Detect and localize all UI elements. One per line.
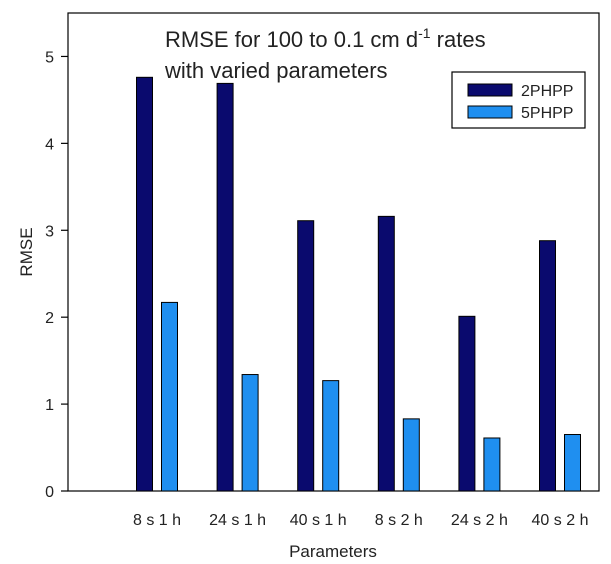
y-tick-label: 2 <box>45 310 54 327</box>
legend-swatch-2PHPP <box>467 83 513 97</box>
x-tick-label: 8 s 2 h <box>375 512 423 529</box>
y-tick-label: 4 <box>45 136 54 153</box>
bars <box>136 76 581 492</box>
x-tick-label: 24 s 2 h <box>451 512 508 529</box>
bar-2PHPP-0 <box>136 76 153 492</box>
bar-2PHPP-1 <box>216 82 234 492</box>
y-tick-label: 1 <box>45 397 54 414</box>
bar-5PHPP-4 <box>483 437 501 492</box>
bar-2PHPP-5 <box>539 240 556 492</box>
chart-title-line-1: RMSE for 100 to 0.1 cm d-1 rates <box>165 25 486 52</box>
y-axis: 0 1 2 3 4 5 <box>45 49 68 501</box>
bar-2PHPP-2 <box>297 220 315 492</box>
y-tick-label: 0 <box>45 484 54 501</box>
x-tick-label: 24 s 1 h <box>209 512 266 529</box>
legend-swatch-5PHPP <box>467 105 513 119</box>
bar-2PHPP-4 <box>458 315 476 492</box>
bar-2PHPP-3 <box>377 215 395 492</box>
bar-5PHPP-5 <box>564 434 581 492</box>
bar-5PHPP-3 <box>402 418 420 492</box>
x-axis-label: Parameters <box>289 542 377 561</box>
x-tick-label: 8 s 1 h <box>133 512 181 529</box>
y-tick-label: 3 <box>45 223 54 240</box>
x-tick-label: 40 s 1 h <box>290 512 347 529</box>
x-axis: 8 s 1 h 24 s 1 h 40 s 1 h 8 s 2 h 24 s 2 h 40… <box>133 512 588 529</box>
legend-label-2PHPP: 2PHPP <box>521 83 573 100</box>
x-tick-label: 40 s 2 h <box>532 512 589 529</box>
legend: 2PHPP 5PHPP <box>451 71 586 129</box>
legend-box <box>451 71 586 129</box>
bar-5PHPP-2 <box>322 380 340 492</box>
chart-title-superscript: -1 <box>418 25 431 41</box>
bar-5PHPP-0 <box>161 301 178 492</box>
bar-5PHPP-1 <box>241 374 259 492</box>
legend-label-5PHPP: 5PHPP <box>521 105 573 122</box>
y-axis-label: RMSE <box>17 227 36 276</box>
chart-title-line-2: with varied parameters <box>164 58 388 83</box>
y-tick-label: 5 <box>45 49 54 66</box>
